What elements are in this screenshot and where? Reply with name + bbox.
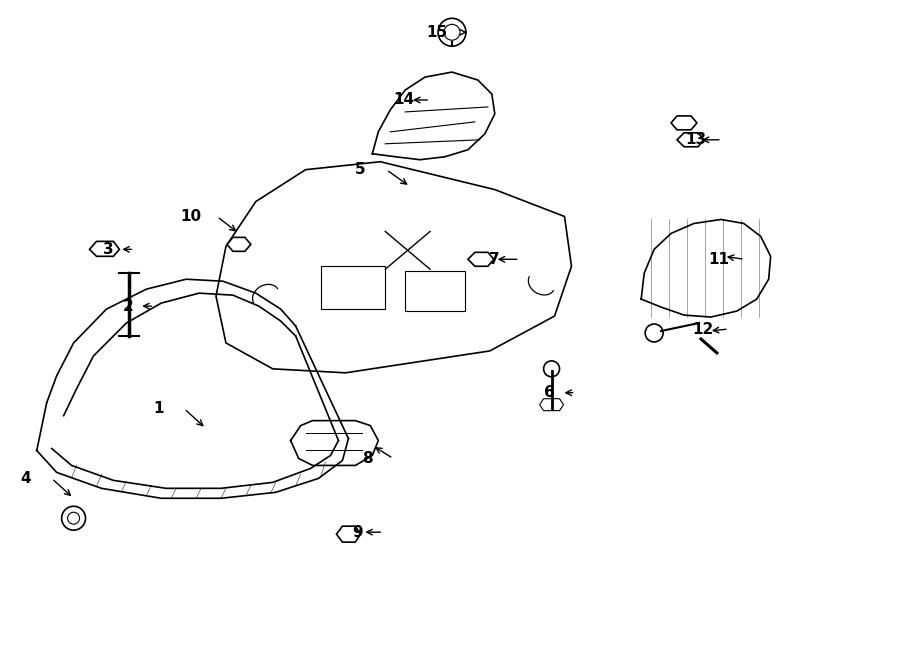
Text: 12: 12 [692, 321, 714, 336]
Text: 11: 11 [708, 252, 729, 267]
Text: 4: 4 [21, 471, 32, 486]
Text: 13: 13 [686, 132, 706, 147]
Text: 7: 7 [489, 252, 500, 267]
Text: 10: 10 [181, 209, 202, 224]
Text: 1: 1 [153, 401, 164, 416]
Text: 14: 14 [393, 93, 415, 108]
Text: 8: 8 [362, 451, 373, 466]
Text: 2: 2 [123, 299, 134, 313]
Text: 3: 3 [104, 242, 113, 257]
Text: 6: 6 [544, 385, 555, 401]
Text: 9: 9 [352, 525, 363, 539]
Text: 5: 5 [356, 162, 365, 177]
Text: 15: 15 [427, 24, 447, 40]
